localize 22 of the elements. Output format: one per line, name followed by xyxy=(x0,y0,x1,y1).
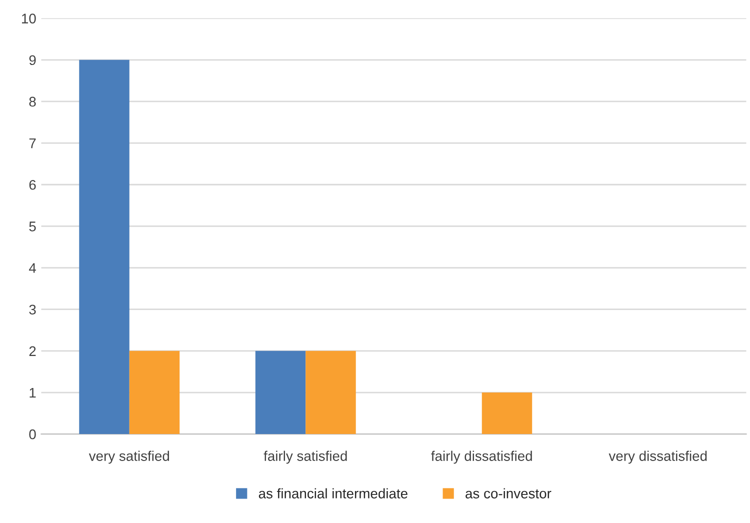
y-tick-label: 1 xyxy=(30,388,36,398)
legend-label: as co-investor xyxy=(466,488,552,498)
x-tick-label: fairly dissatisfied xyxy=(431,450,532,464)
legend-label: as financial intermediate xyxy=(258,488,408,498)
bar xyxy=(482,392,532,434)
y-tick-label: 8 xyxy=(29,96,36,107)
bar xyxy=(255,350,306,434)
y-tick-label: 7 xyxy=(29,138,36,148)
y-tick-label: 0 xyxy=(29,429,36,440)
y-tick-label: 6 xyxy=(29,180,36,190)
y-tick-label: 9 xyxy=(29,55,36,66)
bar xyxy=(306,350,356,434)
y-tick-label: 4 xyxy=(28,263,36,273)
y-tick-label: 5 xyxy=(29,222,36,232)
x-tick-label: fairly satisfied xyxy=(264,450,347,464)
bar xyxy=(79,60,130,434)
x-tick-label: very dissatisfied xyxy=(608,450,707,464)
y-tick-label: 3 xyxy=(29,304,36,315)
y-tick-label: 10 xyxy=(22,14,36,24)
bar xyxy=(129,350,180,434)
y-tick-label: 2 xyxy=(29,346,36,356)
x-tick-label: very satisfied xyxy=(88,450,170,464)
